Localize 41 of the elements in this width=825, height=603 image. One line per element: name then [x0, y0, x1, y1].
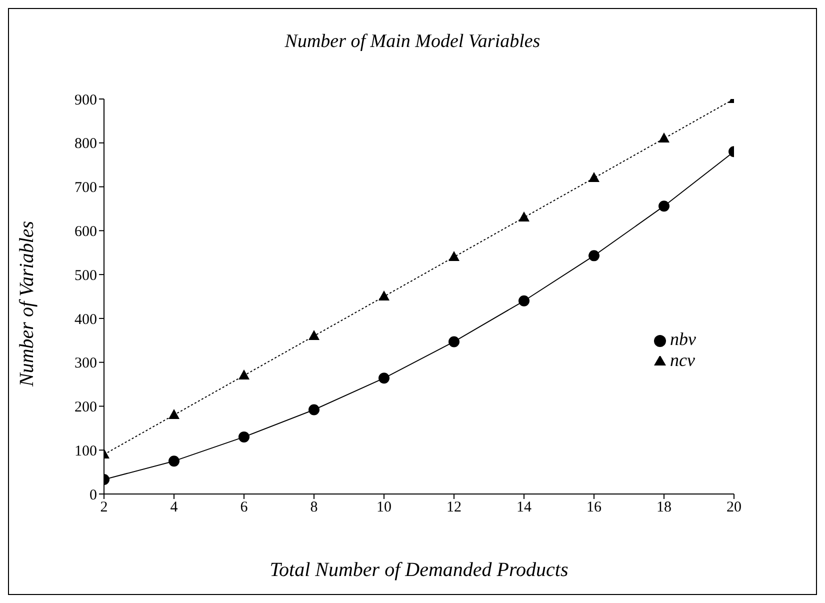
point — [168, 409, 180, 419]
point — [448, 251, 460, 261]
legend-label: ncv — [670, 350, 695, 370]
point — [378, 372, 390, 384]
x-tick-label: 16 — [586, 500, 602, 516]
y-tick-label: 0 — [90, 487, 97, 504]
y-tick-label: 700 — [74, 180, 97, 196]
x-axis-title: Total Number of Demanded Products — [270, 559, 568, 581]
y-tick-label: 100 — [74, 443, 97, 460]
y-tick-label: 600 — [74, 224, 97, 240]
x-tick-label: 2 — [100, 500, 108, 516]
x-tick-label: 12 — [446, 500, 462, 516]
y-tick-label: 500 — [74, 268, 97, 284]
x-tick-label: 20 — [726, 500, 742, 516]
point — [168, 456, 180, 467]
x-tick-label: 14 — [516, 500, 532, 516]
x-tick-label: 8 — [310, 500, 318, 516]
y-tick-label: 200 — [74, 400, 97, 416]
legend-label: nbv — [670, 329, 696, 349]
point — [308, 330, 320, 340]
chart-title: Number of Main Model Variables — [284, 31, 542, 53]
y-axis-title: Number of Variables — [16, 220, 38, 388]
x-tick-label: 18 — [656, 500, 672, 516]
point — [448, 336, 460, 348]
point — [308, 404, 320, 416]
point — [588, 172, 600, 182]
y-tick-label: 900 — [74, 92, 97, 108]
y-tick-label: 400 — [74, 312, 97, 328]
y-tick-label: 800 — [74, 136, 97, 152]
point — [658, 200, 670, 212]
point — [658, 132, 670, 142]
point — [518, 212, 530, 222]
point — [518, 295, 530, 306]
point — [378, 290, 390, 300]
point — [588, 250, 600, 262]
y-tick-label: 300 — [74, 356, 97, 372]
x-tick-label: 4 — [170, 500, 178, 516]
x-tick-label: 10 — [376, 500, 392, 516]
point — [238, 431, 250, 442]
point — [238, 370, 250, 380]
x-tick-label: 6 — [240, 500, 248, 516]
